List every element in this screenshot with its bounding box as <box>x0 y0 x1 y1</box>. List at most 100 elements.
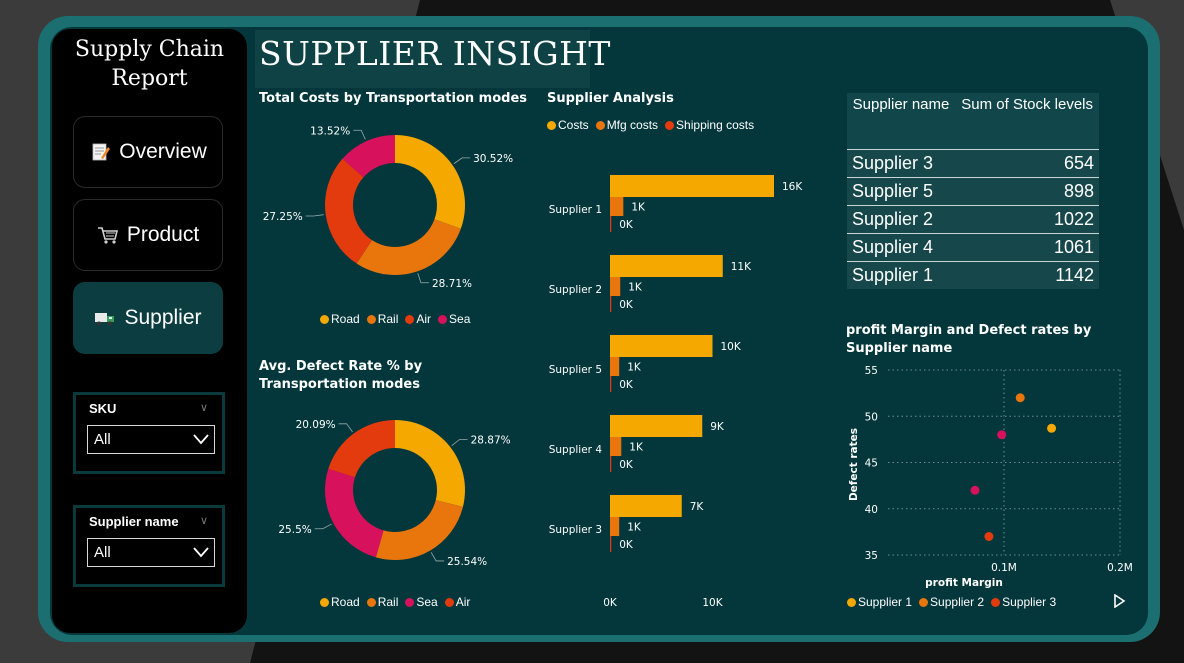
legend-item[interactable]: Sea <box>405 595 438 609</box>
legend-item[interactable]: Road <box>320 595 360 609</box>
truck-icon <box>95 313 115 326</box>
legend-item[interactable]: Supplier 1 <box>847 595 912 609</box>
bar[interactable] <box>610 456 612 472</box>
data-label: 10K <box>721 341 742 353</box>
leader-line <box>305 214 324 217</box>
donut-slice[interactable] <box>342 135 395 178</box>
supplier-name-slicer-label: Supplier name <box>89 514 179 529</box>
leader-line <box>417 273 429 284</box>
donut-slice[interactable] <box>325 468 384 558</box>
profit-defect-scatter-chart: 35 40 45 50 55 0.1M 0.2M profit Margin Defect ra… <box>848 365 1133 589</box>
profit-defect-title: profit Margin and Defect rates by Suppli… <box>846 323 1092 356</box>
leader-line <box>338 423 353 433</box>
leader-line <box>453 157 471 164</box>
sku-slicer-label: SKU <box>89 401 117 416</box>
bar[interactable] <box>610 536 612 552</box>
chevron-down-icon[interactable]: ∨ <box>199 401 208 414</box>
total-costs-donut-chart: 30.52% 28.71% 27.25% 13.52% <box>263 125 513 289</box>
table-row[interactable]: Supplier 5 898 <box>847 177 1099 206</box>
scatter-point[interactable] <box>997 430 1007 440</box>
bar[interactable] <box>610 197 624 216</box>
sku-slicer: SKU ∨ All <box>73 392 225 474</box>
data-label: 1K <box>628 282 643 294</box>
data-label: 1K <box>627 522 642 534</box>
x-tick-label: 0.2M <box>1107 562 1133 574</box>
cart-icon <box>97 227 118 244</box>
y-tick-label: 45 <box>865 458 878 470</box>
legend-item[interactable]: Rail <box>366 312 398 326</box>
nav-supplier-button[interactable]: Supplier <box>73 282 223 354</box>
legend-item[interactable]: Air <box>405 312 431 326</box>
x-tick-label: 0.1M <box>991 562 1017 574</box>
legend-marker <box>438 314 448 324</box>
legend-item[interactable]: Sea <box>438 312 470 326</box>
donut-slice[interactable] <box>356 219 461 275</box>
leader-line <box>451 439 468 446</box>
category-label: Supplier 3 <box>549 524 602 536</box>
supplier-analysis-bar-chart: Supplier 1 16K 1K 0K Supplier 2 11K 1K 0K Suppli… <box>549 175 803 609</box>
category-label: Supplier 1 <box>549 204 602 216</box>
bar[interactable] <box>610 296 612 312</box>
legend-label: Supplier 2 <box>930 595 985 609</box>
sku-dropdown-value: All <box>94 431 111 448</box>
scatter-point[interactable] <box>970 485 980 495</box>
bar[interactable] <box>610 216 612 232</box>
sku-dropdown[interactable]: All <box>87 425 215 454</box>
chevron-down-icon[interactable]: ∨ <box>199 514 208 527</box>
table-row[interactable]: Supplier 3 654 <box>847 149 1099 178</box>
legend-item[interactable]: Air <box>444 595 471 609</box>
table-cell: Supplier 2 <box>847 205 955 234</box>
data-label: 0K <box>619 219 634 231</box>
bar[interactable] <box>610 517 620 536</box>
table-row[interactable]: Supplier 1 1142 <box>847 261 1099 289</box>
table-row[interactable]: Supplier 4 1061 <box>847 233 1099 262</box>
chevron-down-icon <box>193 547 209 558</box>
table-row[interactable]: Supplier 2 1022 <box>847 205 1099 234</box>
table-cell: 654 <box>955 149 1099 178</box>
donut-slice[interactable] <box>395 135 465 229</box>
donut-slice[interactable] <box>375 500 463 560</box>
legend-item[interactable]: Shipping costs <box>665 118 754 132</box>
bar[interactable] <box>610 357 620 376</box>
legend-marker <box>991 597 1001 607</box>
column-header-stock-levels[interactable]: Sum of Stock levels <box>955 93 1099 150</box>
scatter-point[interactable] <box>1015 393 1025 403</box>
defect-rate-title: Avg. Defect Rate % by Transportation mod… <box>259 359 423 392</box>
data-label: 13.52% <box>310 125 350 137</box>
donut-slice[interactable] <box>325 158 372 264</box>
legend-item[interactable]: Rail <box>366 595 398 609</box>
legend-item[interactable]: Road <box>320 312 360 326</box>
column-header-supplier-name[interactable]: Supplier name <box>847 93 966 150</box>
play-icon[interactable] <box>1112 594 1126 608</box>
bar[interactable] <box>610 335 713 357</box>
legend-item[interactable]: Mfg costs <box>595 118 658 132</box>
bar[interactable] <box>610 437 622 456</box>
supplier-name-dropdown-value: All <box>94 544 111 561</box>
donut-slice[interactable] <box>328 420 395 478</box>
nav-overview-button[interactable]: Overview <box>73 116 223 188</box>
legend-label: Air <box>455 595 471 609</box>
donut-slice[interactable] <box>395 420 465 507</box>
bar[interactable] <box>610 415 703 437</box>
legend-marker <box>444 597 454 607</box>
legend-item[interactable]: Supplier 3 <box>991 595 1056 609</box>
legend-label: Costs <box>558 118 589 132</box>
supplier-name-dropdown[interactable]: All <box>87 538 215 567</box>
total-costs-legend: Road Rail Air Sea <box>320 312 473 326</box>
legend-item[interactable]: Supplier 2 <box>919 595 984 609</box>
bar[interactable] <box>610 376 612 392</box>
bar[interactable] <box>610 495 682 517</box>
scatter-point[interactable] <box>984 532 994 541</box>
bar[interactable] <box>610 175 774 197</box>
memo-icon <box>92 143 111 161</box>
scatter-point[interactable] <box>1047 423 1057 433</box>
legend-item[interactable]: Costs <box>547 118 589 132</box>
data-label: 30.52% <box>473 153 513 165</box>
bar[interactable] <box>610 255 723 277</box>
bar[interactable] <box>610 277 621 296</box>
nav-product-button[interactable]: Product <box>73 199 223 271</box>
page-title-box <box>255 30 590 88</box>
legend-label: Sea <box>416 595 438 609</box>
legend-label: Sea <box>449 312 471 326</box>
table-cell: Supplier 5 <box>847 177 955 206</box>
